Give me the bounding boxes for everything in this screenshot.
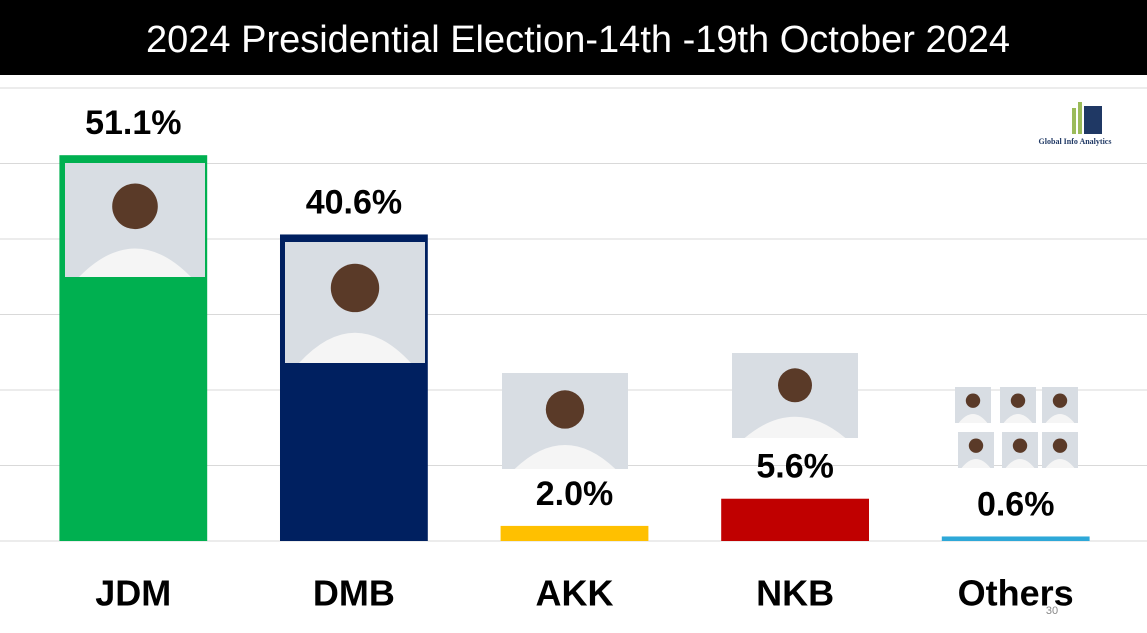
- x-tick-label: JDM: [95, 573, 171, 614]
- photo-body: [744, 416, 846, 438]
- photo-body: [961, 459, 991, 468]
- logo-bar: [1072, 108, 1076, 134]
- photo-head: [1052, 393, 1068, 408]
- photo-head: [545, 390, 585, 429]
- value-label: 5.6%: [756, 448, 834, 486]
- photo-body: [1005, 459, 1035, 468]
- photo-body: [958, 414, 988, 423]
- photo-body: [79, 248, 191, 277]
- candidate-photo: [1002, 432, 1038, 468]
- candidate-photo: [958, 432, 994, 468]
- bar: [721, 498, 870, 541]
- page-number: 30: [1046, 605, 1058, 617]
- value-label: 0.6%: [977, 485, 1055, 523]
- candidate-photo: [1000, 387, 1036, 423]
- chart-title: 2024 Presidential Election-14th -19th Oc…: [146, 19, 1010, 61]
- photo-body: [1045, 414, 1075, 423]
- photo-head: [778, 368, 812, 403]
- candidate-photo: [955, 387, 991, 423]
- value-label: 2.0%: [536, 475, 614, 513]
- value-label: 51.1%: [85, 104, 181, 142]
- candidate-photo: [1042, 432, 1078, 468]
- photo-body: [1045, 459, 1075, 468]
- logo-text: Global Info Analytics: [1039, 137, 1112, 146]
- photo-head: [1010, 393, 1026, 408]
- photo-head: [112, 183, 158, 230]
- candidate-photo: [502, 373, 628, 469]
- logo-bar: [1084, 106, 1102, 134]
- logo-bar: [1078, 102, 1082, 134]
- photo-body: [1003, 414, 1033, 423]
- photo-body: [514, 445, 616, 469]
- candidate-photo: [1042, 387, 1078, 423]
- candidate-photo: [285, 242, 425, 363]
- x-tick-label: Others: [958, 573, 1074, 614]
- photo-head: [1012, 438, 1028, 453]
- x-tick-label: DMB: [313, 573, 395, 614]
- bar: [941, 536, 1090, 541]
- photo-head: [1052, 438, 1068, 453]
- photo-head: [330, 263, 380, 313]
- bar: [500, 525, 649, 541]
- photo-head: [965, 393, 981, 408]
- x-tick-label: AKK: [536, 573, 614, 614]
- title-bar: [0, 0, 1147, 75]
- photo-head: [968, 438, 984, 453]
- candidate-photo: [65, 163, 205, 277]
- x-tick-label: NKB: [756, 573, 834, 614]
- candidate-photo: [732, 353, 858, 438]
- value-label: 40.6%: [306, 183, 402, 221]
- logo: Global Info Analytics: [1039, 102, 1112, 146]
- photo-body: [299, 332, 411, 363]
